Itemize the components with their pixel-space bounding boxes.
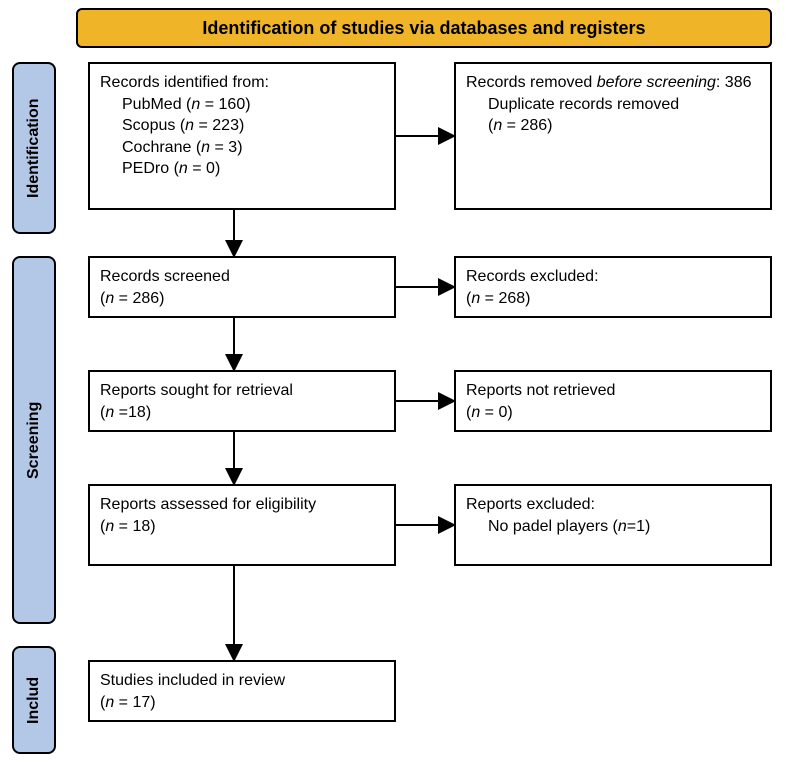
box-line: Duplicate records removed bbox=[466, 94, 760, 116]
stage-screening: Screening bbox=[12, 256, 56, 624]
box-included: Studies included in review(n = 17) bbox=[88, 660, 396, 722]
box-line: Scopus (n = 223) bbox=[100, 115, 384, 137]
box-line: Records excluded: bbox=[466, 266, 760, 288]
stage-included: Includ bbox=[12, 646, 56, 754]
box-line: Reports sought for retrieval bbox=[100, 380, 384, 402]
box-line: Reports not retrieved bbox=[466, 380, 760, 402]
box-line: (n = 18) bbox=[100, 516, 384, 538]
box-line: Reports excluded: bbox=[466, 494, 760, 516]
stage-identification: Identification bbox=[12, 62, 56, 234]
box-line: Records identified from: bbox=[100, 72, 384, 94]
box-screened: Records screened(n = 286) bbox=[88, 256, 396, 318]
stage-identification-label: Identification bbox=[25, 98, 43, 198]
box-removed-before: Records removed before screening: 386Dup… bbox=[454, 62, 772, 210]
box-line: (n = 286) bbox=[466, 115, 760, 137]
box-line: PubMed (n = 160) bbox=[100, 94, 384, 116]
stage-included-label: Includ bbox=[25, 676, 43, 723]
box-line: (n = 286) bbox=[100, 288, 384, 310]
header-text: Identification of studies via databases … bbox=[202, 18, 645, 39]
box-line: Reports assessed for eligibility bbox=[100, 494, 384, 516]
box-not-retrieved: Reports not retrieved(n = 0) bbox=[454, 370, 772, 432]
box-line: (n =18) bbox=[100, 402, 384, 424]
box-line: Records screened bbox=[100, 266, 384, 288]
box-excluded: Records excluded:(n = 268) bbox=[454, 256, 772, 318]
box-line: Studies included in review bbox=[100, 670, 384, 692]
box-line: No padel players (n=1) bbox=[466, 516, 760, 538]
box-identified: Records identified from:PubMed (n = 160)… bbox=[88, 62, 396, 210]
box-assessed: Reports assessed for eligibility(n = 18) bbox=[88, 484, 396, 566]
box-excluded-reasons: Reports excluded:No padel players (n=1) bbox=[454, 484, 772, 566]
stage-screening-label: Screening bbox=[25, 401, 43, 478]
header-bar: Identification of studies via databases … bbox=[76, 8, 772, 48]
box-line: (n = 268) bbox=[466, 288, 760, 310]
box-sought: Reports sought for retrieval(n =18) bbox=[88, 370, 396, 432]
box-line: (n = 0) bbox=[466, 402, 760, 424]
box-line: Records removed before screening: 386 bbox=[466, 72, 760, 94]
box-line: Cochrane (n = 3) bbox=[100, 137, 384, 159]
box-line: PEDro (n = 0) bbox=[100, 158, 384, 180]
prisma-canvas: Identification of studies via databases … bbox=[0, 0, 789, 768]
box-line: (n = 17) bbox=[100, 692, 384, 714]
